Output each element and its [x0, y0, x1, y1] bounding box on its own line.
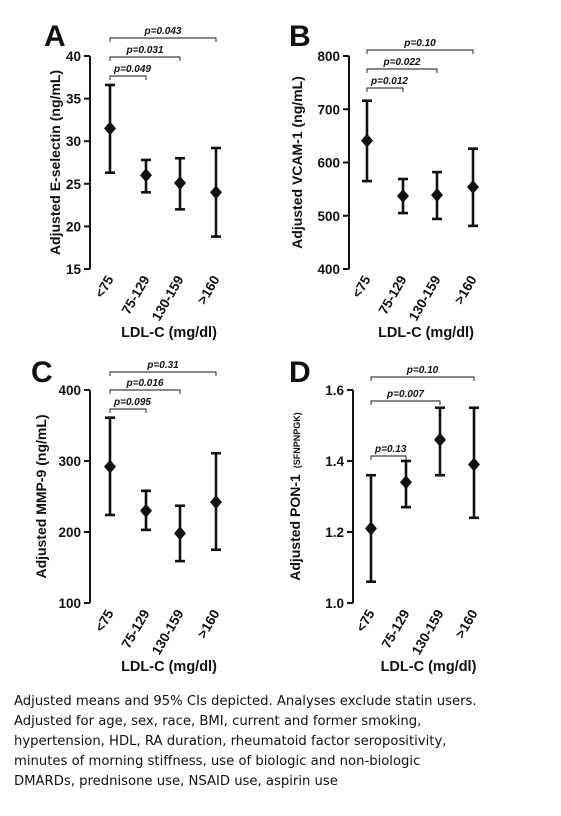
y-axis-title-main: Adjusted MMP-9 (ng/mL): [33, 414, 49, 578]
y-tick-label: 40: [66, 49, 81, 64]
x-tick-label: <75: [92, 273, 117, 301]
y-tick-label: 400: [317, 262, 340, 277]
comparison-bracket: [109, 75, 147, 80]
y-tick-label: 35: [66, 92, 82, 107]
x-tick-label: <75: [92, 607, 117, 635]
x-axis-title: LDL-C (mg/dl): [121, 325, 217, 341]
p-value-label: p=0.13: [374, 444, 407, 455]
y-tick-label: 1.2: [325, 525, 344, 540]
x-tick-label: 130-159: [149, 273, 187, 323]
y-tick-label: 200: [58, 525, 81, 540]
y-axis-title-main: Adjusted VCAM-1 (ng/mL): [289, 76, 305, 249]
y-tick-label: 600: [317, 156, 340, 171]
p-value-label: p=0.031: [126, 45, 164, 56]
mean-point: [468, 457, 480, 472]
mean-point: [397, 189, 409, 204]
mean-point: [361, 133, 373, 148]
y-axis-title: Adjusted PON-1 (SFNPNPGK): [287, 412, 303, 581]
y-tick-label: 100: [58, 596, 81, 611]
mean-point: [400, 475, 412, 490]
x-tick-label: >160: [452, 607, 480, 641]
x-tick-label: 75-129: [119, 607, 153, 651]
y-axis-title: Adjusted E-selectin (ng/mL): [47, 70, 63, 255]
comparison-bracket: [370, 376, 475, 381]
x-axis-title: LDL-C (mg/dl): [381, 659, 477, 675]
y-tick-label: 400: [58, 383, 81, 398]
mean-point: [174, 175, 186, 190]
p-value-label: p=0.31: [146, 360, 179, 371]
y-tick-label: 30: [66, 134, 81, 149]
caption-line: minutes of morning stiffness, use of bio…: [14, 754, 421, 769]
p-value-label: p=0.007: [386, 389, 424, 400]
comparison-bracket: [370, 455, 407, 460]
figure-caption: Adjusted means and 95% CIs depicted. Ana…: [14, 692, 554, 792]
comparison-bracket: [109, 389, 181, 394]
mean-point: [210, 185, 222, 200]
comparison-bracket: [109, 56, 181, 61]
y-tick-label: 25: [66, 177, 82, 192]
caption-line: DMARDs, prednisone use, NSAID use, aspir…: [14, 774, 338, 789]
mean-point: [434, 432, 446, 447]
y-tick-label: 800: [317, 49, 340, 64]
p-value-label: p=0.022: [383, 57, 421, 68]
panel-letter: C: [31, 356, 53, 389]
y-axis-title-main: Adjusted PON-1: [287, 474, 303, 581]
x-axis-title: LDL-C (mg/dl): [378, 325, 474, 341]
mean-point: [174, 526, 186, 541]
x-tick-label: 75-129: [119, 273, 153, 317]
y-tick-label: 1.0: [325, 596, 344, 611]
y-axis-title: Adjusted VCAM-1 (ng/mL): [289, 76, 305, 249]
y-tick-label: 500: [317, 209, 340, 224]
y-tick-label: 20: [66, 219, 81, 234]
p-value-label: p=0.016: [126, 378, 164, 389]
mean-point: [210, 495, 222, 510]
x-tick-label: >160: [451, 273, 479, 307]
p-value-label: p=0.043: [144, 26, 182, 37]
x-tick-label: <75: [349, 273, 374, 301]
panel-letter: D: [289, 356, 311, 389]
x-tick-label: 130-159: [149, 607, 187, 657]
x-tick-label: 130-159: [406, 273, 444, 323]
comparison-bracket: [366, 87, 404, 92]
y-tick-label: 700: [317, 102, 340, 117]
y-tick-label: 15: [66, 262, 82, 277]
x-tick-label: >160: [194, 273, 222, 307]
p-value-label: p=0.049: [113, 64, 151, 75]
y-tick-label: 1.4: [325, 454, 344, 469]
p-value-label: p=0.095: [113, 397, 151, 408]
caption-line: Adjusted means and 95% CIs depicted. Ana…: [14, 694, 477, 709]
p-value-label: p=0.10: [403, 38, 436, 49]
mean-point: [467, 179, 479, 194]
comparison-bracket: [109, 371, 217, 376]
mean-point: [104, 459, 116, 474]
x-tick-label: <75: [353, 607, 378, 635]
y-axis-title: Adjusted MMP-9 (ng/mL): [33, 414, 49, 578]
x-tick-label: 130-159: [409, 607, 447, 657]
mean-point: [431, 187, 443, 202]
mean-point: [140, 503, 152, 518]
mean-point: [104, 121, 116, 136]
x-tick-label: 75-129: [379, 607, 413, 651]
comparison-bracket: [366, 68, 438, 73]
mean-point: [140, 168, 152, 183]
comparison-bracket: [109, 408, 147, 413]
mean-point: [365, 521, 377, 536]
y-axis-title-sub: (SFNPNPGK): [292, 412, 302, 468]
y-axis-title-main: Adjusted E-selectin (ng/mL): [47, 70, 63, 255]
caption-line: Adjusted for age, sex, race, BMI, curren…: [14, 714, 422, 729]
comparison-bracket: [370, 400, 441, 405]
y-tick-label: 1.6: [325, 383, 344, 398]
p-value-label: p=0.012: [370, 76, 408, 87]
p-value-label: p=0.10: [406, 365, 439, 376]
panel-letter: A: [44, 20, 66, 53]
x-tick-label: >160: [194, 607, 222, 641]
comparison-bracket: [109, 37, 217, 42]
comparison-bracket: [366, 49, 474, 54]
x-tick-label: 75-129: [376, 273, 410, 317]
caption-line: hypertension, HDL, RA duration, rheumato…: [14, 734, 447, 749]
x-axis-title: LDL-C (mg/dl): [121, 659, 217, 675]
y-tick-label: 300: [58, 454, 81, 469]
panel-letter: B: [289, 20, 311, 53]
